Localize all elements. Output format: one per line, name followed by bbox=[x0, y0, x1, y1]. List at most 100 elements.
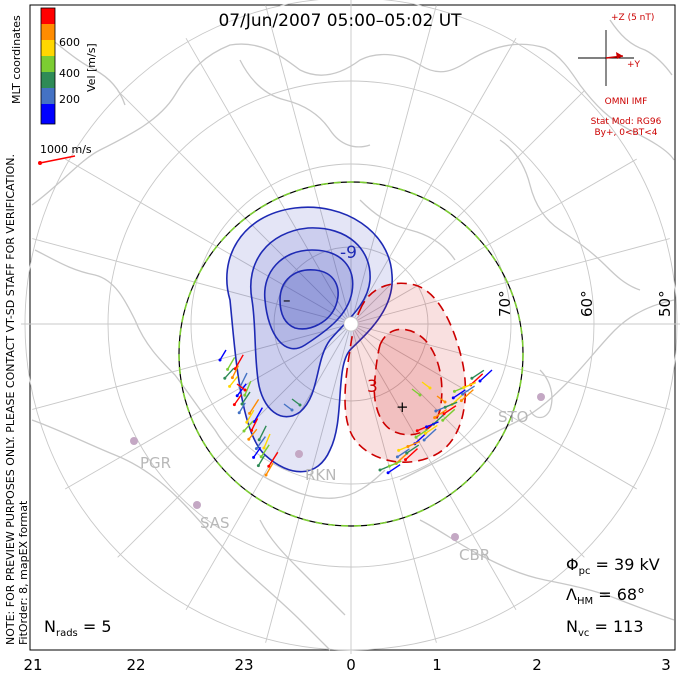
velocity-vectors bbox=[218, 349, 493, 477]
velocity-vector-origin bbox=[397, 448, 401, 452]
velocity-vector bbox=[243, 420, 254, 432]
velocity-vector-origin bbox=[387, 464, 391, 468]
velocity-vector-origin bbox=[459, 399, 463, 403]
velocity-vector-origin bbox=[256, 464, 260, 468]
velocity-vector bbox=[411, 388, 421, 396]
fit-order-info: FitOrder: 8, mapEX format bbox=[17, 500, 30, 645]
velocity-vector-origin bbox=[478, 379, 482, 383]
colorbar-tick-200: 200 bbox=[59, 93, 80, 106]
colorbar-label: Vel [m/s] bbox=[85, 43, 98, 92]
site-sto-marker bbox=[537, 393, 545, 401]
velocity-vector-origin bbox=[226, 367, 230, 371]
imf-z-label: +Z (5 nT) bbox=[611, 13, 654, 23]
velocity-vector-origin bbox=[428, 386, 432, 390]
velocity-vector bbox=[233, 394, 242, 406]
velocity-vector bbox=[248, 428, 258, 440]
velocity-vector-origin bbox=[228, 384, 232, 388]
mlt-label-0: 0 bbox=[346, 656, 356, 674]
station-pgr: PGR bbox=[140, 454, 171, 472]
velocity-vector-origin bbox=[434, 409, 438, 413]
scale-vector-label: 1000 m/s bbox=[40, 143, 92, 156]
velocity-vector bbox=[444, 401, 458, 408]
velocity-vector bbox=[283, 403, 293, 411]
velocity-vector bbox=[234, 354, 244, 370]
velocity-vector bbox=[219, 349, 227, 361]
site-cbr-marker bbox=[451, 533, 459, 541]
velocity-colorbar: 600 400 200 Vel [m/s] bbox=[40, 7, 98, 125]
velocity-vector bbox=[463, 381, 477, 389]
velocity-vector-origin bbox=[425, 425, 429, 429]
velocity-vector-origin bbox=[443, 405, 447, 409]
velocity-vector bbox=[231, 365, 240, 378]
velocity-vector bbox=[253, 446, 262, 458]
colorbar-swatch-3 bbox=[41, 56, 55, 72]
velocity-vector bbox=[424, 424, 438, 434]
velocity-vector-origin bbox=[405, 451, 409, 455]
velocity-vector bbox=[421, 381, 431, 389]
station-sto: STO bbox=[498, 408, 529, 426]
hmb-boundary bbox=[178, 181, 524, 527]
velocity-vector bbox=[406, 444, 420, 454]
velocity-vector-origin bbox=[252, 455, 256, 459]
velocity-vector-origin bbox=[232, 403, 236, 407]
colorbar-tick-600: 600 bbox=[59, 36, 80, 49]
velocity-vector bbox=[239, 372, 248, 388]
velocity-vector-origin bbox=[247, 437, 251, 441]
colorbar-swatch-1 bbox=[41, 88, 55, 104]
colorbar-tick-400: 400 bbox=[59, 67, 80, 80]
velocity-vector bbox=[255, 436, 266, 450]
mlt-label-21: 21 bbox=[23, 656, 42, 674]
velocity-vector-origin bbox=[386, 471, 390, 475]
velocity-vector-origin bbox=[395, 455, 399, 459]
imf-source: OMNI IMF bbox=[605, 97, 648, 107]
negative-potential-cell bbox=[226, 206, 393, 473]
site-pgr-marker bbox=[130, 437, 138, 445]
velocity-vector bbox=[462, 385, 475, 395]
station-sas: SAS bbox=[200, 514, 230, 532]
velocity-vector bbox=[442, 408, 456, 421]
velocity-vector bbox=[434, 409, 448, 419]
lat-label-50: 50° bbox=[656, 290, 674, 317]
colorbar-swatch-2 bbox=[41, 72, 55, 88]
velocity-vector bbox=[407, 440, 421, 448]
stat-vector-count: Nvc = 113 bbox=[566, 617, 644, 639]
velocity-vector-origin bbox=[423, 431, 427, 435]
velocity-vector-origin bbox=[433, 416, 437, 420]
imf-condition: By+, 0<BT<4 bbox=[595, 128, 658, 138]
colorbar-swatch-4 bbox=[41, 40, 55, 56]
velocity-vector-origin bbox=[245, 420, 249, 424]
pole-marker bbox=[343, 316, 359, 332]
velocity-vector bbox=[397, 448, 410, 458]
velocity-vector-origin bbox=[242, 429, 246, 433]
scale-vector-origin bbox=[38, 161, 42, 165]
velocity-vector bbox=[260, 444, 270, 458]
coastline bbox=[31, 19, 675, 651]
radar-sites bbox=[130, 393, 545, 541]
velocity-vector bbox=[236, 383, 247, 397]
velocity-vector-origin bbox=[415, 429, 419, 433]
colorbar-swatch-0 bbox=[41, 104, 55, 124]
velocity-vector bbox=[241, 391, 251, 405]
velocity-vector bbox=[244, 380, 252, 396]
velocity-vector bbox=[291, 398, 301, 406]
velocity-vector-origin bbox=[470, 376, 474, 380]
velocity-vector-origin bbox=[290, 408, 294, 412]
velocity-vector bbox=[389, 460, 402, 467]
station-rkn: RKN bbox=[305, 466, 336, 484]
colorbar-swatch-6 bbox=[41, 8, 55, 24]
velocity-vector bbox=[415, 428, 429, 438]
velocity-vector bbox=[246, 409, 255, 423]
velocity-vector bbox=[405, 448, 418, 461]
velocity-vector-origin bbox=[235, 394, 239, 398]
velocity-vector bbox=[238, 402, 246, 414]
velocity-vector-origin bbox=[414, 435, 418, 439]
preview-notice: NOTE: FOR PREVIEW PURPOSES ONLY. PLEASE … bbox=[4, 154, 17, 645]
velocity-vector-origin bbox=[262, 446, 266, 450]
velocity-vector bbox=[258, 425, 267, 441]
lat-label-60: 60° bbox=[578, 290, 596, 317]
velocity-vector-origin bbox=[264, 473, 268, 477]
velocity-vector bbox=[257, 455, 266, 466]
velocity-vector-origin bbox=[254, 447, 258, 451]
velocity-vector-origin bbox=[223, 376, 227, 380]
